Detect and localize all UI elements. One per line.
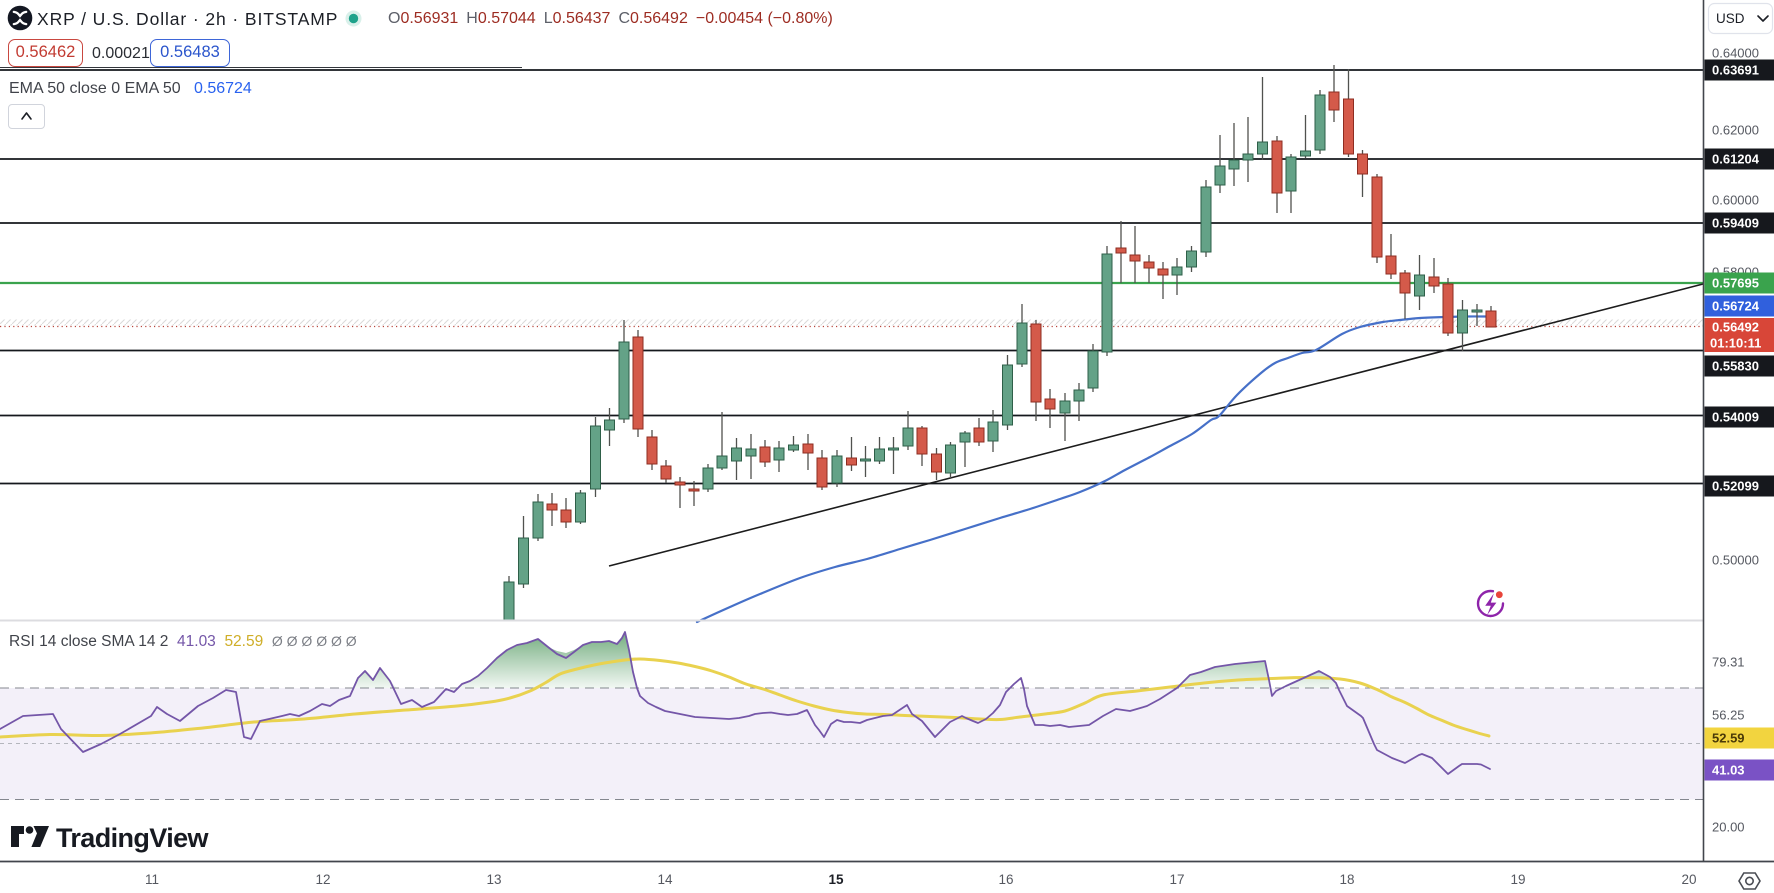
svg-text:0.57695: 0.57695 [1712,276,1759,291]
svg-text:0.52099: 0.52099 [1712,479,1759,494]
svg-text:17: 17 [1169,872,1184,887]
svg-text:0.55830: 0.55830 [1712,359,1759,374]
svg-text:0.64000: 0.64000 [1712,46,1759,61]
svg-text:20: 20 [1681,872,1696,887]
svg-text:79.31: 79.31 [1712,655,1745,670]
svg-text:0.63691: 0.63691 [1712,63,1759,78]
svg-text:56.25: 56.25 [1712,708,1745,723]
svg-text:52.59: 52.59 [1712,731,1745,746]
svg-text:15: 15 [828,872,844,887]
svg-text:0.50000: 0.50000 [1712,553,1759,568]
svg-text:TradingView: TradingView [56,823,210,853]
svg-text:0.54009: 0.54009 [1712,410,1759,425]
svg-text:19: 19 [1510,872,1525,887]
svg-text:16: 16 [998,872,1013,887]
svg-text:0.59409: 0.59409 [1712,216,1759,231]
svg-text:USD: USD [1716,11,1745,26]
svg-text:01:10:11: 01:10:11 [1710,336,1761,351]
svg-text:0.56724: 0.56724 [1712,299,1760,314]
svg-text:0.56492: 0.56492 [1712,320,1759,335]
svg-text:13: 13 [486,872,501,887]
svg-text:0.62000: 0.62000 [1712,123,1759,138]
svg-text:18: 18 [1339,872,1354,887]
svg-text:41.03: 41.03 [1712,763,1745,778]
svg-text:14: 14 [657,872,673,887]
svg-text:0.61204: 0.61204 [1712,152,1760,167]
svg-text:11: 11 [145,872,159,887]
svg-text:20.00: 20.00 [1712,820,1745,835]
svg-text:12: 12 [315,872,330,887]
svg-text:0.60000: 0.60000 [1712,193,1759,208]
